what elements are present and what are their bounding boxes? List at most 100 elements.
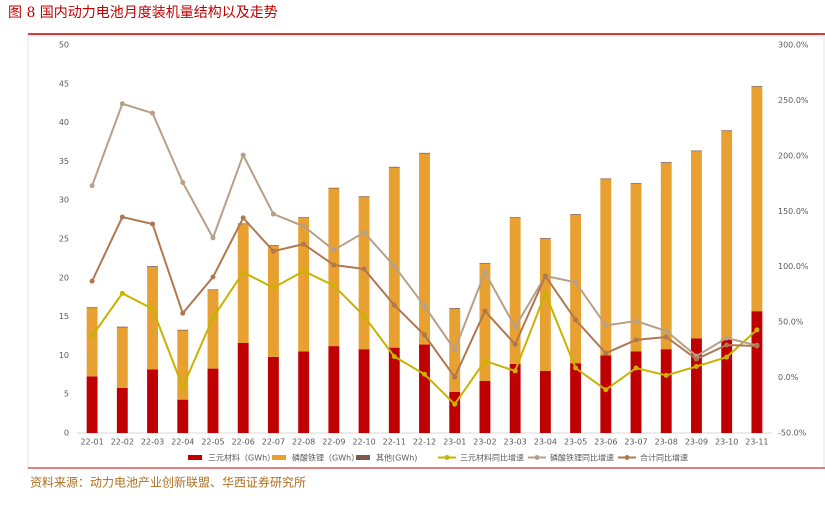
bar [751, 86, 763, 312]
line-point [724, 335, 730, 341]
bar [86, 307, 98, 309]
line-point [210, 274, 216, 280]
x-tick-label: 23-02 [473, 438, 496, 447]
bar [691, 151, 702, 339]
bar [630, 351, 642, 433]
line-point [512, 341, 518, 347]
source: 资料来源：动力电池产业创新联盟、华西证券研究所 [30, 475, 306, 490]
line-point [210, 235, 216, 241]
y-tick-label: 10 [59, 351, 69, 360]
bar [721, 130, 733, 132]
x-tick-label: 22-11 [383, 438, 406, 447]
bar [419, 153, 430, 345]
bar [570, 363, 582, 433]
line-point [180, 310, 186, 316]
line-point [240, 215, 246, 221]
bar [207, 290, 219, 369]
bar [449, 308, 461, 309]
line-point [301, 223, 307, 229]
line-point [542, 290, 548, 296]
chart-title: 图 8 国内动力电池月度装机量结构以及走势 [8, 5, 278, 21]
bar [237, 223, 249, 225]
line-point [663, 328, 669, 334]
bar [509, 218, 521, 364]
line-point [693, 356, 699, 362]
line-point [301, 241, 307, 247]
x-tick-label: 23-06 [594, 438, 617, 447]
bar [419, 344, 430, 433]
y2-tick-label: 100.0% [778, 262, 809, 271]
x-tick-label: 22-06 [232, 438, 255, 447]
x-tick-label: 23-09 [685, 438, 708, 447]
bar [509, 363, 521, 433]
line-point [422, 371, 427, 377]
line-point [180, 384, 186, 390]
x-tick-label: 22-01 [80, 438, 103, 447]
line-point [391, 263, 397, 269]
y-tick-label: 15 [59, 312, 69, 321]
x-tick-label: 23-01 [443, 438, 466, 447]
line-point [270, 211, 276, 217]
line-point [693, 363, 699, 369]
bar [298, 217, 310, 219]
legend-swatch [444, 455, 450, 460]
line-point [240, 269, 246, 275]
line-point [663, 334, 669, 340]
bar [267, 245, 279, 357]
y2-tick-label: 150.0% [778, 207, 809, 216]
legend-label: 三元材料同比增速 [460, 453, 524, 463]
line-point [573, 317, 579, 323]
bar [539, 370, 551, 433]
line-point [482, 308, 488, 314]
legend-label: 磷酸铁锂同比增速 [550, 453, 614, 463]
line-point [724, 342, 730, 348]
y-tick-label: 45 [59, 79, 69, 88]
y2-tick-label: 300.0% [778, 41, 809, 50]
line-point [270, 248, 276, 254]
bar [751, 86, 763, 87]
line-point [482, 358, 488, 364]
bar [419, 152, 430, 154]
line-point [452, 347, 458, 353]
bar [479, 263, 491, 382]
line-point [150, 306, 156, 312]
legend-swatch [272, 455, 286, 460]
line-point [754, 327, 760, 333]
y-tick-label: 0 [64, 429, 69, 438]
line-point [331, 262, 337, 268]
x-tick-label: 22-12 [413, 438, 436, 447]
line-point [603, 350, 609, 356]
line-point [180, 179, 186, 185]
bar [298, 351, 310, 433]
bar [177, 330, 189, 400]
line-point [573, 365, 579, 371]
line-point [150, 221, 156, 227]
line-point [452, 374, 458, 380]
y-tick-label: 35 [59, 157, 69, 166]
bar [267, 245, 279, 246]
bar [328, 187, 340, 189]
line-point [270, 285, 276, 291]
bar [660, 162, 672, 163]
line-point [150, 110, 156, 116]
line-point [452, 401, 458, 407]
y-tick-label: 50 [59, 41, 69, 50]
line-point [210, 315, 216, 321]
bar [388, 167, 400, 348]
bar [660, 162, 672, 350]
bar [479, 381, 491, 433]
legend-label: 合计同比增速 [640, 453, 688, 463]
line-point [361, 266, 367, 272]
bar [86, 308, 98, 377]
legend-label: 三元材料（GWh） [208, 453, 275, 463]
bar [751, 311, 763, 433]
legend-swatch [534, 455, 540, 460]
y-tick-label: 25 [59, 235, 69, 244]
y2-tick-label: 250.0% [778, 96, 809, 105]
line-point [301, 268, 307, 274]
y-tick-label: 5 [64, 390, 69, 399]
bar [116, 326, 128, 328]
x-tick-label: 23-03 [504, 438, 527, 447]
bar [691, 338, 702, 433]
legend-swatch [624, 455, 630, 460]
